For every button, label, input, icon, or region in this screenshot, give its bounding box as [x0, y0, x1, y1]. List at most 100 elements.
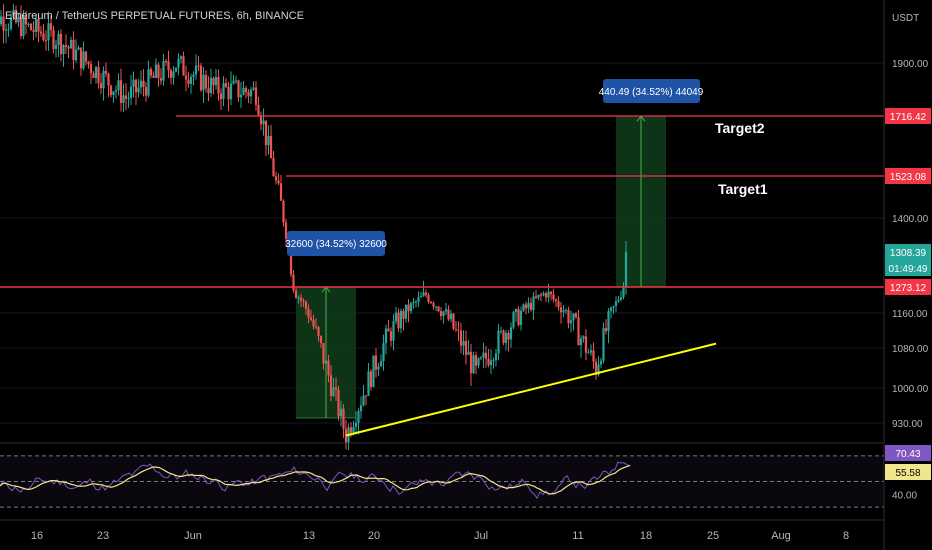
candle-body: [407, 304, 410, 312]
candle-body: [79, 47, 83, 69]
candle-body: [157, 64, 160, 79]
measure-label-left: 32600 (34.52%) 32600: [285, 231, 387, 256]
candle-body: [612, 306, 615, 308]
candle-body: [367, 371, 370, 396]
candle-body: [492, 360, 495, 362]
candle-body: [607, 311, 610, 332]
candle-body: [27, 23, 30, 25]
candle-body: [199, 65, 203, 91]
candle-body: [64, 45, 68, 47]
candle-body: [182, 56, 185, 76]
candle-body: [409, 303, 413, 312]
candle-body: [264, 120, 268, 146]
candle-body: [132, 79, 135, 87]
candle-body: [589, 350, 593, 353]
candle-body: [117, 80, 120, 91]
candle-body: [2, 16, 5, 31]
candle-body: [124, 95, 128, 99]
last-price-tag-label: 1308.39: [890, 248, 927, 259]
candle-body: [89, 63, 93, 74]
measure-label-right-text: 440.49 (34.52%) 44049: [599, 87, 704, 98]
candle-body: [179, 56, 183, 59]
candle-body: [99, 83, 103, 89]
time-tick-label: 23: [97, 530, 109, 542]
level-lines: [0, 115, 884, 288]
candle-body: [279, 183, 283, 201]
target2-line-tag-label: 1716.42: [890, 112, 927, 123]
candle-body: [387, 328, 390, 332]
candle-body: [532, 296, 535, 310]
candle-body: [309, 317, 313, 320]
candle-body: [227, 86, 230, 100]
candle-body: [24, 16, 28, 25]
candle-body: [274, 176, 278, 181]
candle-body: [39, 31, 43, 34]
candle-body: [162, 60, 165, 81]
candle-body: [192, 74, 195, 77]
candle-body: [97, 67, 100, 84]
candle-body: [432, 303, 435, 307]
candle-body: [49, 23, 53, 30]
candle-body: [14, 9, 18, 23]
candle-body: [9, 17, 13, 29]
candle-body: [454, 328, 458, 330]
candle-body: [384, 328, 388, 344]
candle-body: [254, 87, 258, 105]
candle-body: [402, 310, 405, 319]
candle-body: [404, 304, 408, 319]
candle-body: [537, 294, 540, 298]
candle-body: [579, 338, 583, 346]
rsi-ma-line: [0, 464, 631, 495]
target1-line-tag: [885, 168, 931, 184]
candle-body: [299, 297, 303, 301]
rsi-tag-label: 70.43: [895, 449, 920, 460]
candle-body: [94, 67, 98, 79]
candle-body: [272, 158, 275, 177]
candle-body: [267, 135, 270, 146]
candle-body: [344, 428, 348, 443]
rsi-tag: [885, 445, 931, 461]
candle-body: [349, 427, 353, 433]
countdown-tag-label: 01:49:49: [889, 264, 928, 275]
candle-body: [542, 293, 545, 296]
price-axis-tags: 1716.42 1523.08 1308.39 01:49:49 1273.12 70.4…: [885, 108, 931, 480]
candle-body: [159, 78, 163, 81]
candle-body: [229, 83, 233, 100]
candle-body: [332, 387, 335, 396]
time-tick-label: Jun: [184, 530, 202, 542]
candle-body: [72, 39, 75, 61]
candle-body: [69, 39, 73, 49]
candle-body: [564, 309, 568, 311]
candle-body: [122, 95, 125, 103]
candle-body: [502, 330, 505, 343]
candle-body: [362, 395, 365, 406]
candle-body: [247, 92, 250, 97]
candle-body: [414, 301, 418, 303]
price-tick-label: 1900.00: [892, 59, 929, 70]
candle-body: [619, 297, 623, 300]
candle-body: [554, 299, 558, 302]
candle-body: [437, 306, 440, 312]
candle-body: [624, 252, 628, 288]
candle-body: [169, 70, 173, 78]
candle-body: [577, 317, 580, 346]
candle-body: [514, 309, 518, 313]
candle-body: [164, 60, 168, 62]
price-tick-label: 1400.00: [892, 214, 929, 225]
candle-body: [427, 295, 430, 302]
last-price-tag: [885, 244, 931, 260]
candle-body: [439, 311, 443, 316]
candle-body: [249, 89, 253, 97]
candle-body: [189, 76, 193, 84]
candle-body: [622, 287, 625, 298]
candle-body: [217, 76, 220, 94]
candle-body: [594, 361, 598, 375]
candle-body: [257, 104, 260, 116]
candle-body: [424, 292, 428, 296]
candle-body: [544, 293, 548, 298]
candle-body: [224, 83, 228, 87]
candle-body: [519, 310, 523, 326]
candle-body: [127, 98, 130, 100]
candle-body: [327, 360, 330, 376]
